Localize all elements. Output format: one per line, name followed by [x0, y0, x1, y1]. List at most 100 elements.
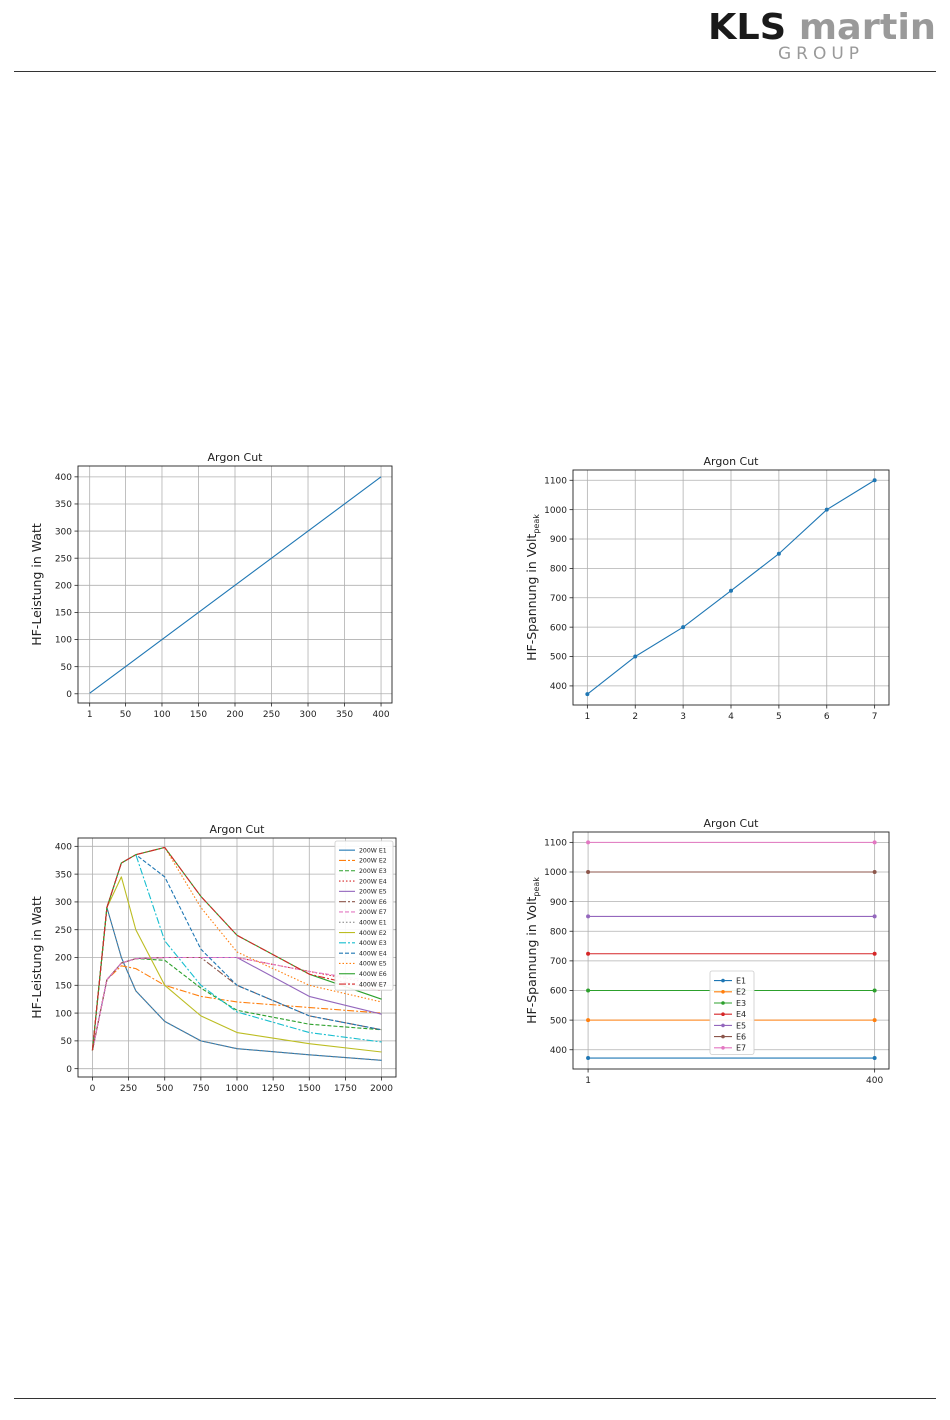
x-tick-label: 1500 — [298, 1084, 321, 1094]
x-tick-label: 300 — [299, 710, 316, 720]
x-tick-label: 4 — [728, 712, 734, 722]
chart-title: Argon Cut — [704, 817, 760, 830]
legend-label: 400W E3 — [359, 940, 387, 947]
x-tick-label: 1 — [584, 712, 590, 722]
x-tick-label: 100 — [153, 710, 170, 720]
series-line-200w-e7 — [91, 956, 382, 1051]
y-axis-label: HF-Leistung in Watt — [29, 896, 44, 1019]
legend-marker — [721, 978, 725, 983]
x-tick-label: 50 — [120, 710, 132, 720]
data-point — [585, 692, 590, 697]
kls-martin-logo-image: KLS martin GROUP — [708, 7, 936, 64]
x-tick-label: 1 — [585, 1076, 591, 1086]
chart-title: Argon Cut — [704, 455, 760, 468]
data-point — [872, 478, 877, 483]
y-tick-label: 150 — [55, 609, 72, 619]
chart-voltage-vs-effect: Argon Cut 1 2 3 4 5 6 7 400 500 600 700 800 900 1000 11… — [524, 455, 890, 722]
x-tick-label: 1250 — [262, 1084, 285, 1094]
x-tick-label: 5 — [776, 712, 782, 722]
x-tick-label: 1 — [87, 710, 93, 720]
y-tick-label: 250 — [55, 926, 72, 936]
legend-label: 200W E6 — [359, 899, 387, 906]
legend-label: 200W E2 — [359, 858, 387, 865]
y-tick-label: 900 — [550, 898, 567, 908]
y-tick-label: 350 — [55, 500, 72, 510]
plot-frame — [77, 837, 397, 1078]
x-tick-label: 400 — [372, 710, 389, 720]
data-point — [586, 988, 591, 993]
y-tick-label: 1100 — [544, 476, 567, 486]
data-point — [633, 654, 638, 659]
x-tick-label: 500 — [156, 1084, 173, 1094]
legend-label: E5 — [736, 1021, 746, 1030]
legend-label: 400W E2 — [359, 930, 387, 937]
y-tick-label: 600 — [550, 623, 567, 633]
y-tick-label: 900 — [550, 535, 567, 545]
logo-brand-text-secondary: martin — [799, 7, 936, 48]
chart-voltage-vs-power: Argon Cut 1 400 400 500 600 700 800 900 1000 1100 H… — [524, 817, 890, 1086]
x-tick-label: 0 — [90, 1084, 96, 1094]
y-tick-label: 800 — [550, 927, 567, 937]
y-tick-label: 300 — [55, 898, 72, 908]
x-tick-label: 6 — [824, 712, 830, 722]
header-divider — [14, 71, 936, 72]
x-tick-label: 150 — [190, 710, 207, 720]
legend-label: 400W E6 — [359, 971, 387, 978]
legend-label: 400W E4 — [359, 950, 387, 957]
plot-frame — [572, 831, 890, 1070]
x-tick-label: 400 — [866, 1076, 883, 1086]
y-tick-label: 100 — [55, 636, 72, 646]
legend-label: 200W E7 — [359, 909, 387, 916]
y-tick-label: 200 — [55, 582, 72, 592]
logo-brand-text: KLS — [708, 7, 799, 48]
y-tick-label: 400 — [550, 1046, 567, 1056]
x-tick-label: 1750 — [334, 1084, 357, 1094]
y-tick-label: 500 — [550, 1016, 567, 1026]
y-tick-label: 400 — [550, 682, 567, 692]
data-point — [872, 951, 877, 956]
y-tick-label: 700 — [550, 594, 567, 604]
y-tick-label: 1000 — [544, 506, 567, 516]
y-tick-label: 1100 — [544, 839, 567, 849]
data-point — [681, 625, 686, 630]
legend-label: 400W E5 — [359, 961, 387, 968]
data-point — [872, 914, 877, 919]
legend-marker — [721, 1012, 725, 1016]
data-point — [776, 551, 781, 556]
legend-box — [334, 840, 394, 991]
legend-label: 200W E1 — [359, 847, 387, 854]
x-tick-label: 1000 — [226, 1084, 249, 1094]
legend-label: 200W E5 — [359, 889, 387, 896]
y-tick-label: 300 — [55, 527, 72, 537]
y-tick-label: 0 — [66, 690, 72, 700]
series-line-0 — [89, 476, 382, 694]
plot-frame — [572, 469, 890, 706]
y-tick-label: 700 — [550, 957, 567, 967]
legend-label: 400W E1 — [359, 919, 387, 926]
series-line-400w-e1 — [91, 906, 382, 1061]
y-tick-label: 100 — [55, 1009, 72, 1019]
data-point — [872, 840, 877, 845]
x-tick-label: 250 — [120, 1084, 137, 1094]
y-tick-label: 50 — [61, 1037, 73, 1047]
legend-marker — [721, 1001, 725, 1005]
legend-label: 400W E7 — [359, 981, 387, 988]
x-tick-label: 7 — [872, 712, 878, 722]
company-logo: KLS martin GROUP — [700, 6, 940, 66]
data-point — [586, 1018, 591, 1023]
legend-box — [709, 970, 755, 1055]
y-tick-label: 600 — [550, 987, 567, 997]
legend-marker — [721, 990, 725, 994]
x-tick-label: 2 — [632, 712, 638, 722]
x-tick-label: 2000 — [370, 1084, 393, 1094]
y-axis-label: HF-Leistung in Watt — [29, 523, 44, 646]
series-line-400w-e7 — [91, 846, 382, 1051]
legend-label: 200W E4 — [359, 878, 387, 885]
series-line-400w-e5 — [91, 846, 382, 1051]
svg-text:KLS martin: KLS martin — [708, 7, 936, 48]
x-tick-label: 3 — [680, 712, 686, 722]
data-point — [586, 1056, 591, 1061]
data-point — [872, 988, 877, 993]
y-tick-label: 0 — [66, 1065, 72, 1075]
chart-title: Argon Cut — [210, 823, 266, 836]
